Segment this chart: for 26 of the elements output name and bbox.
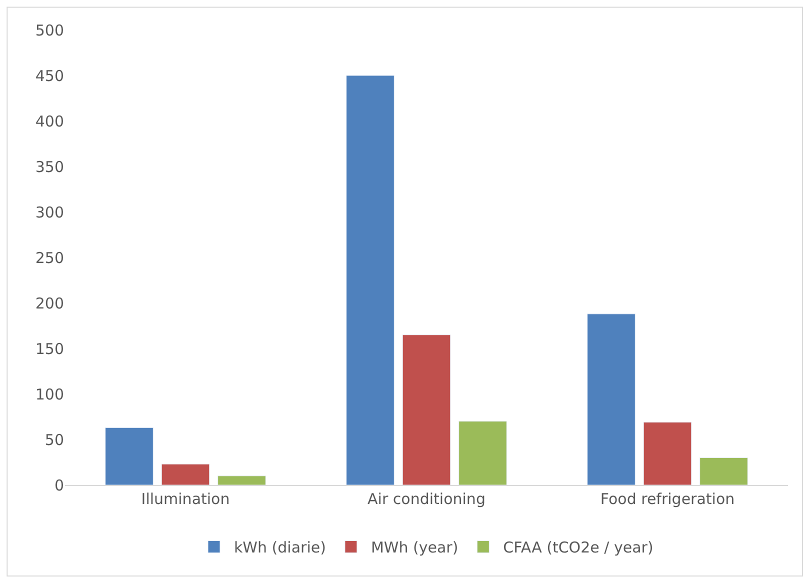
bar xyxy=(161,464,210,485)
bar xyxy=(587,314,636,485)
bar xyxy=(458,421,507,485)
bar xyxy=(643,422,692,485)
y-tick-label: 150 xyxy=(35,340,64,358)
y-tick-label: 0 xyxy=(54,476,64,494)
x-tick-label: Air conditioning xyxy=(368,490,486,508)
x-tick-label: Food refrigeration xyxy=(600,490,735,508)
bar xyxy=(218,476,266,485)
legend-label: CFAA (tCO2e / year) xyxy=(503,538,654,557)
y-tick-label: 300 xyxy=(35,203,64,222)
y-tick-label: 400 xyxy=(35,112,64,130)
bar xyxy=(346,75,394,485)
y-tick-label: 100 xyxy=(35,385,64,404)
bar xyxy=(402,334,451,485)
y-tick-label: 350 xyxy=(35,158,64,176)
y-tick-label: 200 xyxy=(35,294,64,312)
y-tick-label: 50 xyxy=(44,430,64,449)
legend-label: MWh (year) xyxy=(370,538,458,557)
bar xyxy=(105,427,154,485)
bar xyxy=(700,457,748,485)
legend-label: kWh (diarie) xyxy=(234,538,326,557)
y-tick-label: 500 xyxy=(35,21,64,40)
y-tick-label: 450 xyxy=(35,66,64,85)
y-tick-label: 250 xyxy=(35,248,64,267)
x-tick-label: Illumination xyxy=(141,490,230,508)
